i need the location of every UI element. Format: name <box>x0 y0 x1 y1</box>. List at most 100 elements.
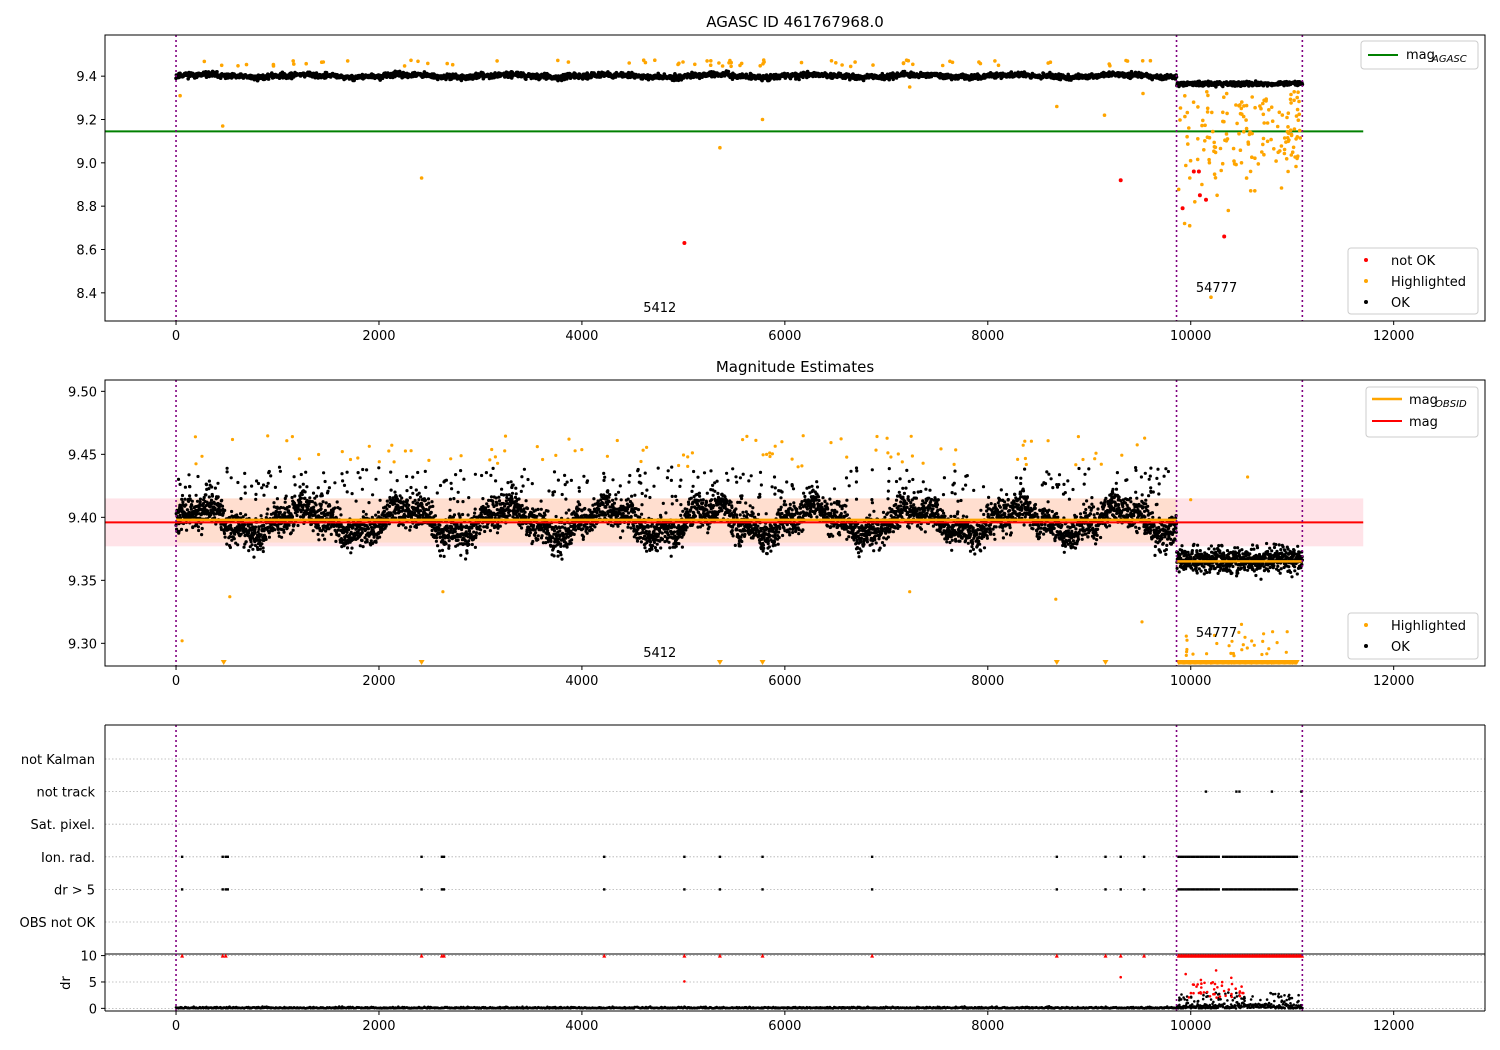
data-point <box>1222 95 1226 99</box>
data-point <box>524 499 528 503</box>
data-point <box>466 513 470 517</box>
data-point <box>244 540 248 544</box>
data-point <box>321 533 325 537</box>
data-point <box>1292 98 1296 103</box>
data-point <box>682 241 687 245</box>
data-point <box>233 532 237 536</box>
data-point <box>1212 149 1216 153</box>
data-point <box>1180 206 1185 211</box>
data-point <box>1250 95 1254 99</box>
data-point <box>183 497 187 501</box>
data-point <box>497 495 501 499</box>
data-point <box>345 530 349 535</box>
data-point <box>272 501 276 505</box>
data-point <box>389 488 393 492</box>
data-point <box>405 498 409 503</box>
data-point <box>1276 150 1280 155</box>
data-point <box>1253 105 1257 110</box>
data-point <box>458 515 462 520</box>
data-point <box>514 492 518 496</box>
data-point <box>534 531 538 535</box>
data-point <box>1108 63 1112 68</box>
data-point <box>478 532 482 536</box>
data-point <box>376 510 380 514</box>
data-point <box>543 513 547 517</box>
data-point <box>295 513 299 518</box>
data-point <box>473 511 477 515</box>
data-point <box>536 534 540 538</box>
data-point <box>200 533 204 537</box>
data-point <box>262 523 266 528</box>
data-point <box>467 539 471 543</box>
data-point <box>446 526 450 530</box>
data-point <box>1295 95 1299 100</box>
data-point <box>242 545 246 549</box>
data-point <box>337 533 341 537</box>
data-point <box>361 510 366 514</box>
data-point <box>273 528 277 532</box>
data-point <box>438 549 442 553</box>
data-point <box>1237 131 1241 136</box>
data-point <box>726 69 731 74</box>
data-point <box>1262 121 1266 125</box>
obs-label: 54777 <box>1196 281 1237 296</box>
data-point <box>1213 176 1218 180</box>
data-point <box>229 531 233 536</box>
data-point <box>559 553 563 557</box>
data-point <box>293 494 297 498</box>
data-point <box>1200 182 1204 187</box>
data-point <box>1282 147 1287 152</box>
data-point <box>556 58 560 63</box>
data-point <box>420 503 424 507</box>
data-point <box>1118 178 1123 183</box>
data-point <box>1206 93 1210 98</box>
data-point <box>540 534 544 538</box>
data-point <box>323 508 327 513</box>
data-point <box>1195 157 1200 162</box>
legend-marker <box>1364 279 1368 283</box>
data-point <box>1242 129 1246 134</box>
data-point <box>1205 90 1209 94</box>
data-point <box>1269 137 1273 142</box>
data-point <box>552 529 557 533</box>
obs-label: 5412 <box>643 301 676 316</box>
data-point <box>509 480 513 484</box>
data-point <box>1290 150 1295 154</box>
data-point <box>253 531 257 535</box>
data-point <box>291 528 295 532</box>
data-point <box>1258 104 1262 108</box>
data-point <box>1183 94 1187 98</box>
data-point <box>585 71 589 75</box>
data-point <box>220 504 225 508</box>
data-point <box>452 513 457 517</box>
data-point <box>200 526 204 531</box>
data-point <box>653 58 657 62</box>
data-point <box>266 507 270 511</box>
data-point <box>717 61 721 65</box>
data-point <box>319 502 323 507</box>
data-point <box>560 557 564 561</box>
data-point <box>266 77 271 81</box>
data-point <box>1185 134 1189 139</box>
y-tick-label: 9.4 <box>76 70 97 85</box>
data-point <box>1261 112 1266 117</box>
data-point <box>467 529 472 533</box>
data-point <box>374 513 378 517</box>
data-point <box>871 63 875 67</box>
legend-label: not OK <box>1391 254 1436 269</box>
data-point <box>393 490 397 494</box>
data-point <box>491 499 495 504</box>
x-tick-label: 4000 <box>565 329 598 344</box>
data-point <box>280 535 284 539</box>
data-point <box>1284 157 1289 161</box>
data-point <box>312 505 316 509</box>
data-point <box>528 531 533 535</box>
data-point <box>408 528 412 532</box>
data-point <box>258 547 262 551</box>
data-point <box>461 512 465 517</box>
data-point <box>1253 156 1257 160</box>
data-point <box>559 544 563 549</box>
data-point <box>1246 142 1251 146</box>
y-tick-label: 8.6 <box>76 244 97 259</box>
data-point <box>433 514 437 518</box>
